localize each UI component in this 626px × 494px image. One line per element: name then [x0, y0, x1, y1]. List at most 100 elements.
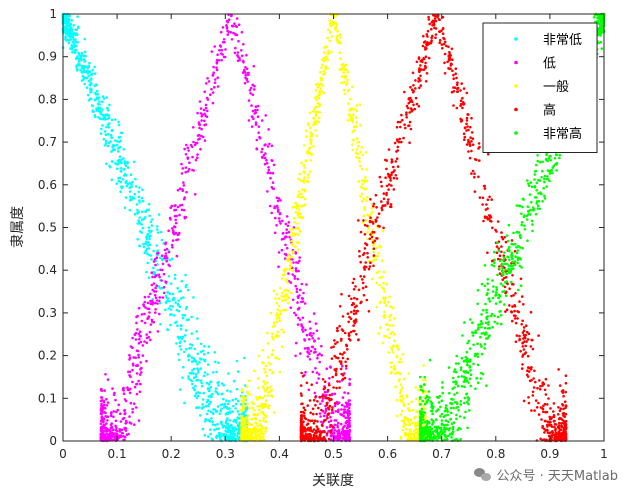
- data-point: [543, 402, 547, 406]
- data-point: [263, 382, 267, 386]
- data-point: [211, 423, 215, 426]
- data-point: [341, 353, 344, 356]
- data-point: [245, 385, 249, 388]
- data-point: [320, 66, 323, 69]
- data-point: [274, 335, 278, 339]
- data-point: [343, 430, 347, 434]
- data-point: [98, 103, 101, 106]
- data-point: [174, 231, 178, 235]
- data-point: [297, 190, 301, 193]
- data-point: [308, 126, 312, 130]
- data-point: [236, 54, 239, 57]
- data-point: [518, 264, 522, 268]
- data-point: [147, 276, 151, 280]
- data-point: [361, 286, 365, 290]
- data-point: [294, 267, 298, 270]
- data-point: [269, 386, 272, 389]
- data-point: [396, 414, 399, 418]
- data-point: [83, 60, 86, 63]
- data-point: [501, 237, 505, 241]
- data-point: [557, 430, 561, 434]
- data-point: [240, 412, 244, 416]
- data-point: [311, 109, 315, 113]
- data-point: [128, 208, 132, 212]
- data-point: [282, 268, 286, 272]
- data-point: [344, 367, 348, 370]
- data-point: [343, 391, 346, 394]
- data-point: [427, 41, 430, 45]
- data-point: [147, 316, 150, 320]
- data-point: [222, 397, 225, 401]
- data-point: [385, 193, 388, 197]
- data-point: [411, 408, 415, 412]
- data-point: [346, 357, 350, 361]
- data-point: [513, 263, 517, 267]
- data-point: [201, 403, 204, 406]
- data-point: [459, 120, 463, 123]
- data-point: [220, 392, 224, 396]
- data-point: [405, 116, 409, 119]
- data-point: [534, 399, 538, 402]
- data-point: [304, 129, 308, 133]
- data-point: [355, 109, 359, 113]
- data-point: [260, 430, 263, 433]
- data-point: [409, 429, 412, 433]
- data-point: [196, 317, 199, 320]
- data-point: [318, 90, 321, 94]
- data-point: [225, 438, 229, 441]
- data-point: [500, 245, 503, 248]
- data-point: [474, 387, 477, 391]
- data-point: [261, 156, 264, 159]
- data-point: [359, 123, 362, 127]
- data-point: [120, 161, 123, 164]
- data-point: [305, 423, 309, 427]
- data-point: [415, 102, 419, 106]
- data-point: [528, 193, 532, 196]
- data-point: [361, 221, 365, 224]
- data-point: [122, 416, 126, 420]
- data-point: [147, 241, 150, 244]
- data-point: [267, 406, 271, 410]
- data-point: [324, 65, 328, 68]
- data-point: [164, 242, 167, 246]
- data-point: [209, 428, 212, 431]
- data-point: [182, 296, 185, 299]
- data-point: [530, 409, 533, 412]
- data-point: [192, 140, 195, 144]
- data-point: [290, 255, 294, 259]
- data-point: [449, 67, 452, 70]
- data-point: [316, 427, 320, 431]
- data-point: [440, 412, 444, 416]
- data-point: [160, 238, 164, 242]
- data-point: [146, 208, 149, 212]
- series-points-0: [61, 12, 249, 443]
- data-point: [318, 352, 321, 356]
- data-point: [207, 435, 210, 438]
- data-point: [392, 364, 396, 368]
- data-point: [406, 106, 410, 110]
- data-point: [555, 169, 558, 172]
- data-point: [206, 387, 210, 390]
- data-point: [320, 90, 324, 94]
- data-point: [75, 67, 79, 71]
- data-point: [187, 149, 190, 152]
- data-point: [556, 413, 560, 416]
- data-point: [133, 192, 137, 196]
- data-point: [352, 287, 356, 291]
- data-point: [149, 338, 152, 342]
- data-point: [320, 82, 323, 85]
- data-point: [237, 413, 241, 416]
- data-point: [465, 116, 469, 120]
- data-point: [135, 392, 139, 396]
- data-point: [297, 269, 300, 273]
- data-point: [348, 412, 351, 416]
- data-point: [247, 414, 250, 417]
- data-point: [167, 275, 171, 278]
- data-point: [196, 391, 199, 394]
- data-point: [306, 346, 309, 350]
- data-point: [74, 57, 78, 60]
- data-point: [242, 427, 246, 430]
- data-point: [215, 435, 218, 439]
- data-point: [75, 28, 78, 31]
- data-point: [188, 161, 191, 164]
